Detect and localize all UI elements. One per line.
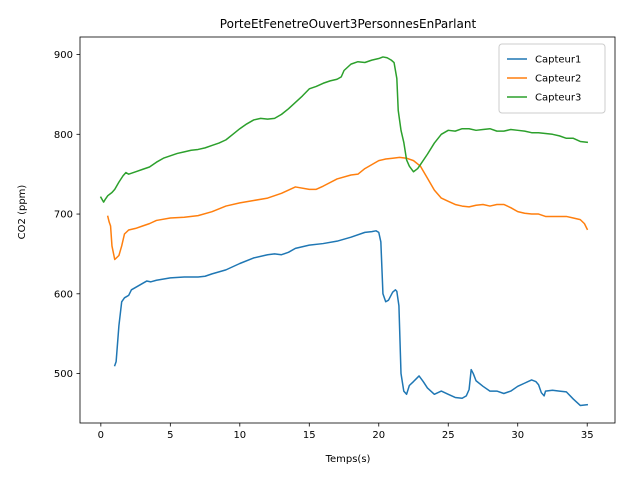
y-tick-label: 800: [54, 130, 73, 141]
x-tick-label: 30: [511, 430, 524, 441]
plot-lines: [99, 56, 589, 407]
x-tick-label: 20: [372, 430, 385, 441]
x-tick-label: 5: [167, 430, 173, 441]
series-line-capteur2: [106, 156, 589, 261]
chart-title: PorteEtFenetreOuvert3PersonnesEnParlant: [220, 17, 477, 31]
legend-label-capteur2: Capteur2: [535, 74, 581, 85]
series-line-capteur3: [99, 56, 589, 203]
x-tick-label: 0: [98, 430, 104, 441]
x-tick-label: 25: [442, 430, 455, 441]
y-tick-label: 600: [54, 289, 73, 300]
legend: Capteur1 Capteur2 Capteur3: [498, 43, 606, 114]
x-tick-label: 10: [233, 430, 246, 441]
legend-label-capteur3: Capteur3: [535, 93, 581, 104]
plot-frame: [79, 36, 616, 424]
x-tick-label: 15: [303, 430, 316, 441]
legend-label-capteur1: Capteur1: [535, 55, 581, 66]
y-tick-label: 700: [54, 210, 73, 221]
x-axis-label: Temps(s): [325, 454, 371, 465]
axes: 0 5 10 15 20 25 30 35 500 600 700 800 900: [54, 36, 616, 441]
legend-box: [498, 43, 606, 114]
y-tick-label: 500: [54, 369, 73, 380]
y-tick-label: 900: [54, 50, 73, 61]
y-axis-label: CO2 (ppm): [17, 185, 28, 240]
series-line-capteur1: [113, 230, 589, 407]
x-tick-label: 35: [581, 430, 594, 441]
